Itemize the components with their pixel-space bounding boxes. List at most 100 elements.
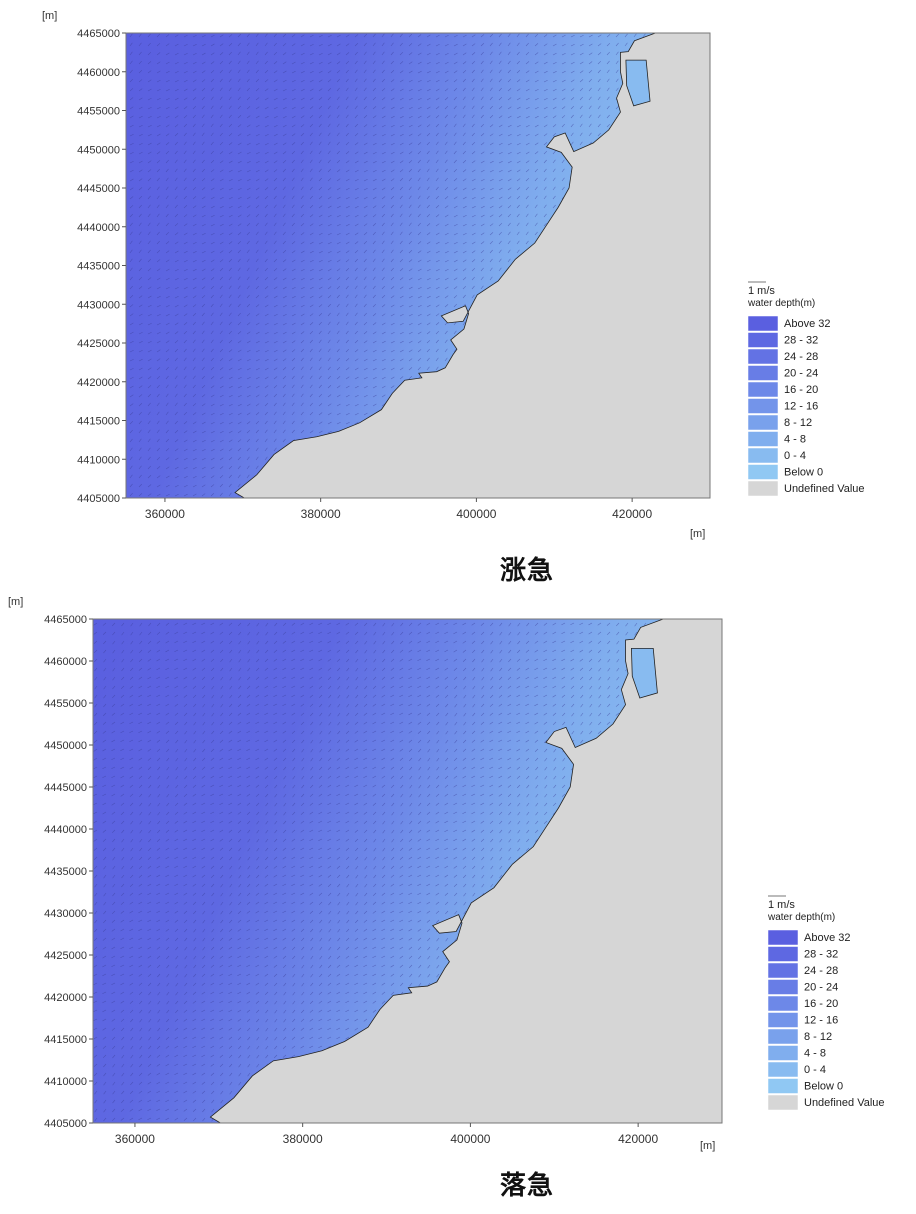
vector-scale-label: 1 m/s <box>748 285 775 297</box>
legend-swatch <box>747 381 779 398</box>
legend-swatch <box>767 1045 799 1061</box>
flood-tide-chart: 4465000 4460000 4455000 4450000 4445000 44400… <box>42 10 865 540</box>
legend-swatch <box>767 946 799 962</box>
y-tick-label: 4410000 <box>77 454 120 466</box>
y-tick-label: 4460000 <box>44 656 87 668</box>
y-axis-unit: [m] <box>42 10 57 22</box>
legend-label: 12 - 16 <box>784 401 818 413</box>
y-tick-label: 4465000 <box>77 28 120 40</box>
legend-swatch <box>767 962 799 979</box>
legend-label: 0 - 4 <box>784 450 806 462</box>
legend-label: 28 - 32 <box>804 949 838 961</box>
vector-scale-label: 1 m/s <box>768 899 795 911</box>
y-tick-label: 4445000 <box>77 183 120 195</box>
y-tick-label: 4455000 <box>44 698 87 710</box>
y-tick-label: 4415000 <box>44 1034 87 1046</box>
y-tick-label: 4425000 <box>44 950 87 962</box>
legend-label: 8 - 12 <box>784 417 812 429</box>
y-tick-label: 4430000 <box>44 908 87 920</box>
y-tick-label: 4460000 <box>77 67 120 79</box>
legend-label: Below 0 <box>804 1081 843 1093</box>
y-tick-label: 4410000 <box>44 1076 87 1088</box>
legend-label: Undefined Value <box>804 1097 885 1109</box>
flood-tide-caption: 涨急 <box>500 556 555 586</box>
y-tick-label: 4405000 <box>77 493 120 505</box>
harbour-basin <box>625 59 651 107</box>
y-tick-label: 4435000 <box>44 866 87 878</box>
legend-swatch <box>747 315 779 332</box>
x-tick-label: 420000 <box>618 1132 658 1146</box>
y-tick-label: 4420000 <box>77 377 120 389</box>
y-tick-label: 4430000 <box>77 299 120 311</box>
x-axis-unit: [m] <box>690 528 705 540</box>
legend-label: Undefined Value <box>784 483 865 495</box>
y-tick-label: 4420000 <box>44 992 87 1004</box>
legend-label: 4 - 8 <box>804 1048 826 1060</box>
ebb-tide-panel: 4465000 4460000 4455000 4450000 4445000 44400… <box>0 590 916 1214</box>
y-tick-label: 4435000 <box>77 261 120 273</box>
legend-label: 28 - 32 <box>784 335 818 347</box>
legend-swatch <box>767 1094 799 1111</box>
legend-swatch <box>747 464 779 480</box>
legend-swatch <box>747 365 779 381</box>
ebb-tide-caption: 落急 <box>500 1171 555 1201</box>
legend-label: Below 0 <box>784 467 823 479</box>
y-tick-label: 4465000 <box>44 614 87 626</box>
legend-swatch <box>747 431 779 447</box>
x-tick-label: 380000 <box>283 1132 323 1146</box>
legend-label: 24 - 28 <box>804 965 838 977</box>
legend-label: 8 - 12 <box>804 1031 832 1043</box>
y-tick-label: 4415000 <box>77 416 120 428</box>
plot-area <box>126 33 710 498</box>
legend-label: Above 32 <box>784 318 830 330</box>
y-axis-unit: [m] <box>8 596 23 608</box>
legend-label: 20 - 24 <box>804 982 838 994</box>
y-tick-label: 4455000 <box>77 106 120 118</box>
legend-label: 12 - 16 <box>804 1015 838 1027</box>
y-tick-label: 4450000 <box>44 740 87 752</box>
plot-area <box>93 619 722 1123</box>
legend-swatch <box>767 929 799 946</box>
legend-label: Above 32 <box>804 932 850 944</box>
legend-swatch <box>767 979 799 995</box>
land-undefined-area <box>234 33 710 498</box>
harbour-basin <box>631 648 658 699</box>
legend-label: 0 - 4 <box>804 1064 826 1076</box>
x-axis-unit: [m] <box>700 1140 715 1152</box>
legend-swatch <box>767 1078 799 1094</box>
y-tick-label: 4425000 <box>77 338 120 350</box>
y-tick-label: 4445000 <box>44 782 87 794</box>
legend-swatch <box>747 398 779 414</box>
legend-label: 20 - 24 <box>784 368 818 380</box>
legend-swatch <box>767 1061 799 1078</box>
flood-tide-panel: 4465000 4460000 4455000 4450000 4445000 44400… <box>0 0 916 590</box>
legend-label: 16 - 20 <box>804 998 838 1010</box>
land-undefined-area <box>209 619 722 1123</box>
x-tick-label: 360000 <box>115 1132 155 1146</box>
x-tick-label: 360000 <box>145 507 185 521</box>
legend-swatch <box>767 1012 799 1028</box>
legend-swatch <box>747 332 779 348</box>
x-tick-label: 380000 <box>301 507 341 521</box>
legend-label: 4 - 8 <box>784 434 806 446</box>
y-tick-label: 4450000 <box>77 144 120 156</box>
legend-swatch <box>767 995 799 1012</box>
legend-swatch <box>747 447 779 464</box>
y-tick-label: 4440000 <box>77 222 120 234</box>
y-tick-label: 4405000 <box>44 1118 87 1130</box>
legend-label: 24 - 28 <box>784 351 818 363</box>
legend-swatch <box>747 480 779 497</box>
x-tick-label: 400000 <box>450 1132 490 1146</box>
x-tick-label: 400000 <box>456 507 496 521</box>
ebb-tide-chart: 4465000 4460000 4455000 4450000 4445000 44400… <box>8 596 885 1152</box>
x-tick-label: 420000 <box>612 507 652 521</box>
y-tick-label: 4440000 <box>44 824 87 836</box>
legend-title: water depth(m) <box>747 298 815 309</box>
legend-swatch <box>767 1028 799 1045</box>
legend-swatch <box>747 348 779 365</box>
legend-title: water depth(m) <box>767 912 835 923</box>
legend-swatch <box>747 414 779 431</box>
legend-label: 16 - 20 <box>784 384 818 396</box>
